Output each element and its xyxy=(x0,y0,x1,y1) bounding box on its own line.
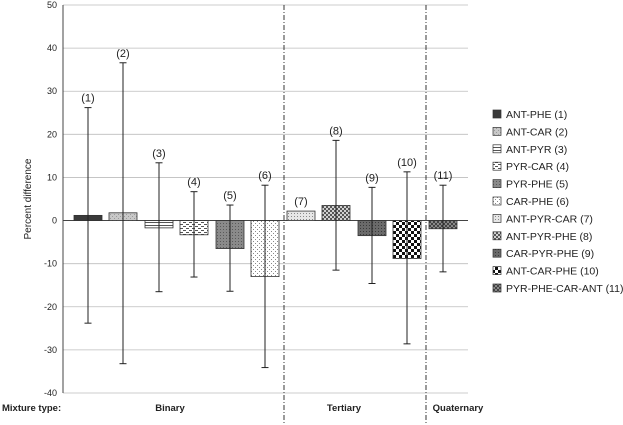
legend-swatch xyxy=(492,196,502,206)
legend-swatch xyxy=(492,266,502,275)
bar-number-label: (4) xyxy=(187,177,200,189)
legend-entry: ANT-PYR-PHE (8) xyxy=(506,231,592,243)
bar-number-label: (1) xyxy=(81,93,94,105)
legend-entry: PYR-PHE (5) xyxy=(506,179,568,191)
bar-number-label: (5) xyxy=(223,190,236,202)
legend-swatch xyxy=(492,179,502,188)
legend-swatch xyxy=(492,248,502,258)
group-label-quaternary: Quaternary xyxy=(433,403,484,414)
y-tick-label: -20 xyxy=(44,302,57,312)
bar-number-label: (7) xyxy=(294,196,307,208)
y-tick-label: 50 xyxy=(47,0,57,10)
bar-number-label: (8) xyxy=(329,125,342,137)
legend-swatch xyxy=(492,161,502,171)
legend-entry: ANT-PYR-CAR (7) xyxy=(506,213,593,225)
legend-entry: ANT-PYR (3) xyxy=(506,144,567,156)
y-tick-label: 30 xyxy=(47,86,57,96)
legend-entry: ANT-CAR-PHE (10) xyxy=(506,266,599,278)
y-axis-label: Percent difference xyxy=(23,158,34,239)
y-tick-label: -30 xyxy=(44,345,57,355)
y-tick-label: -40 xyxy=(44,388,57,398)
legend-entry: ANT-PHE (1) xyxy=(506,109,567,121)
legend-entry: CAR-PYR-PHE (9) xyxy=(506,248,594,260)
bar-number-label: (10) xyxy=(397,157,417,169)
legend-swatch xyxy=(492,231,502,241)
legend-swatch xyxy=(492,109,502,119)
bar-7 xyxy=(286,210,316,221)
y-tick-label: -10 xyxy=(44,259,57,269)
bar-number-label: (11) xyxy=(434,170,453,182)
bar-number-label: (3) xyxy=(152,148,165,160)
bar-number-label: (9) xyxy=(365,172,378,184)
legend-swatch xyxy=(492,144,502,154)
legend-entry: CAR-PHE (6) xyxy=(506,196,569,208)
y-tick-label: 10 xyxy=(47,172,57,182)
bar-number-label: (2) xyxy=(116,48,129,60)
legend-entry: PYR-CAR (4) xyxy=(506,161,569,173)
legend-swatch xyxy=(492,214,502,223)
group-label-binary: Binary xyxy=(155,403,185,414)
legend-entry: ANT-CAR (2) xyxy=(506,126,568,138)
y-tick-label: 0 xyxy=(52,216,57,226)
mixture-type-label: Mixture type: xyxy=(2,403,61,414)
legend-swatch xyxy=(492,283,502,293)
legend-swatch xyxy=(492,127,502,136)
bar-number-label: (6) xyxy=(258,170,271,182)
group-label-tertiary: Tertiary xyxy=(327,403,362,414)
legend-entry: PYR-PHE-CAR-ANT (11) xyxy=(506,283,623,295)
y-tick-label: 40 xyxy=(47,43,57,53)
y-tick-label: 20 xyxy=(47,129,57,139)
